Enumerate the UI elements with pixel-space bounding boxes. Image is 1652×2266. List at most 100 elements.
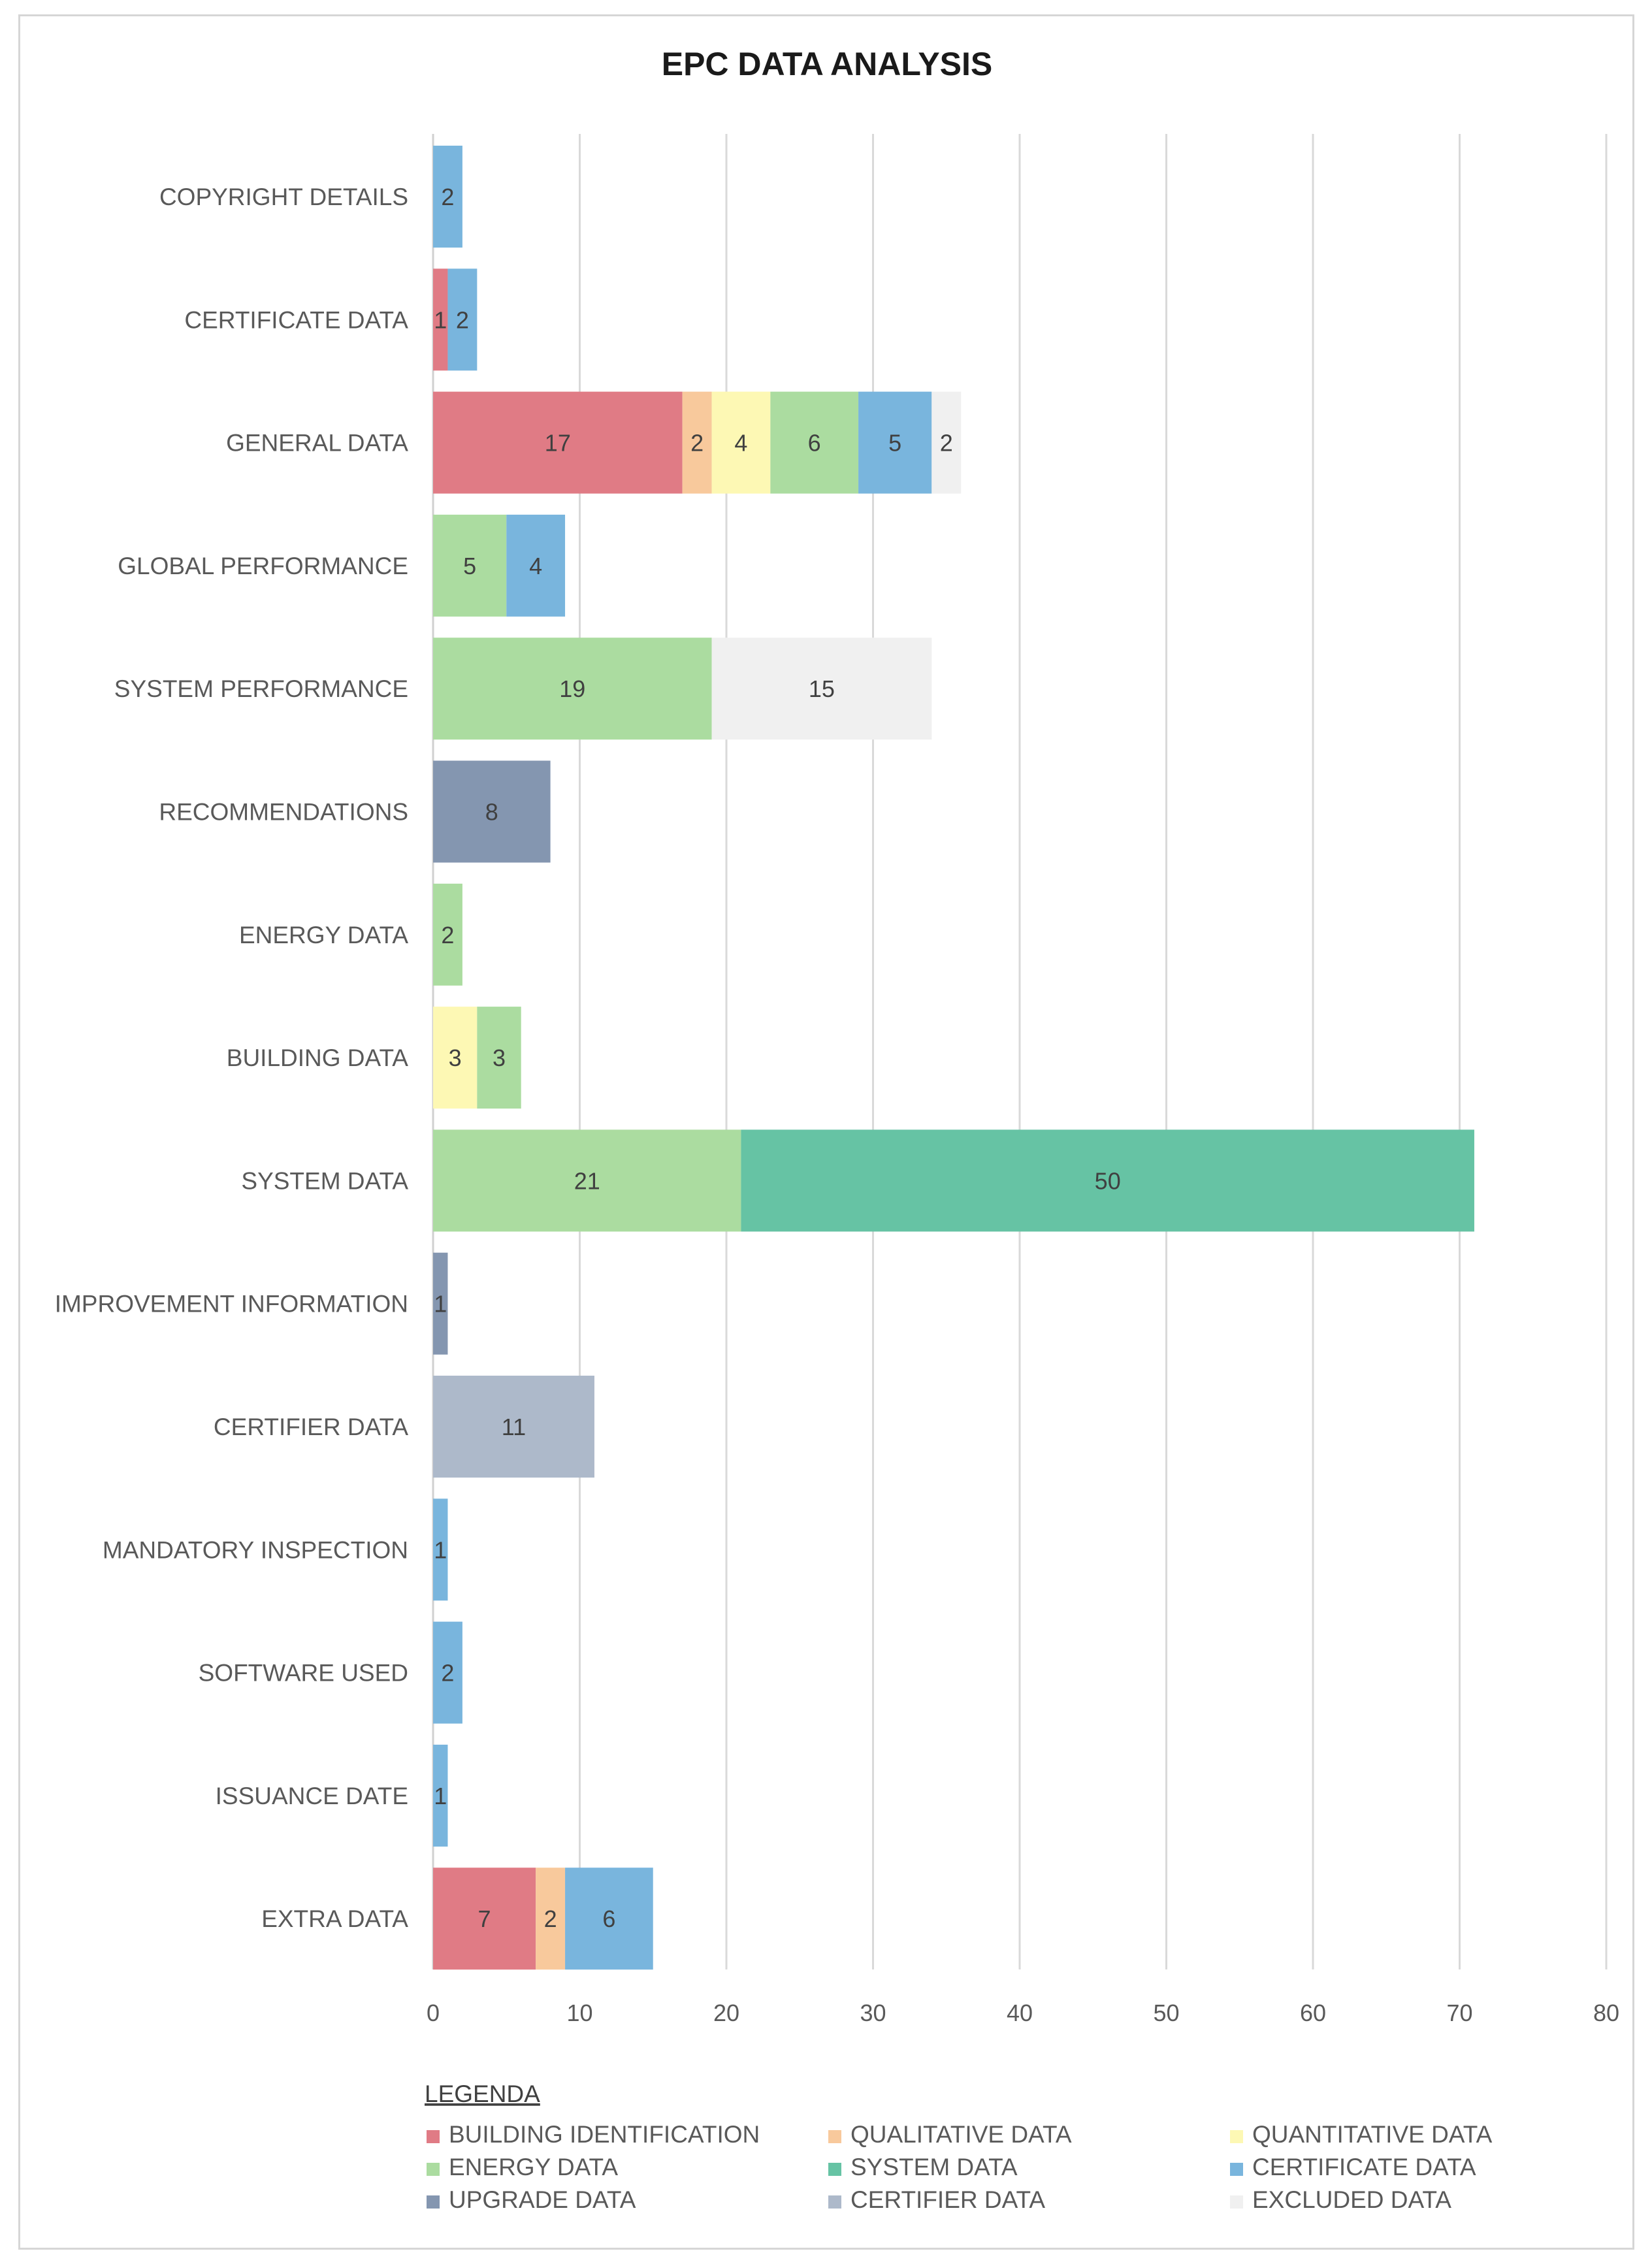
legend-swatch-excluded-data — [1230, 2195, 1243, 2209]
x-tick-label-40: 40 — [1007, 1999, 1033, 2026]
x-tick-label-10: 10 — [566, 1999, 592, 2026]
bar-energy-data-energy-data — [433, 883, 462, 986]
data-label-energy-data-energy-data: 2 — [441, 922, 454, 948]
bar-global-performance-energy-data — [433, 514, 507, 617]
category-label-copyright-details: COPYRIGHT DETAILS — [159, 184, 408, 210]
data-label-improvement-information-upgrade-data: 1 — [434, 1291, 447, 1318]
data-label-general-data-quantitative-data: 4 — [734, 430, 747, 457]
legend-swatch-qualitative-data — [828, 2130, 841, 2143]
bar-global-performance-certificate-data — [506, 514, 566, 617]
category-label-issuance-date: ISSUANCE DATE — [216, 1783, 408, 1809]
x-tick-label-30: 30 — [860, 1999, 886, 2026]
data-label-general-data-building-identification: 17 — [545, 430, 571, 457]
bar-extra-data-certificate-data — [565, 1868, 653, 1970]
bar-building-data-energy-data — [477, 1007, 521, 1109]
legend-swatch-system-data — [828, 2163, 841, 2176]
bar-system-performance-excluded-data — [711, 638, 932, 740]
bar-general-data-energy-data — [770, 391, 859, 494]
data-label-certificate-data-building-identification: 1 — [434, 306, 447, 333]
category-label-improvement-information: IMPROVEMENT INFORMATION — [55, 1291, 408, 1318]
legend-label-building-identification: BUILDING IDENTIFICATION — [449, 2121, 760, 2148]
bar-general-data-building-identification — [433, 391, 683, 494]
legend-swatch-certificate-data — [1230, 2163, 1243, 2176]
data-label-software-used-certificate-data: 2 — [441, 1660, 454, 1687]
bar-extra-data-qualitative-data — [536, 1868, 566, 1970]
category-label-general-data: GENERAL DATA — [226, 430, 408, 457]
bar-certificate-data-certificate-data — [447, 268, 478, 371]
bar-building-data-quantitative-data — [433, 1007, 478, 1109]
legend: LEGENDA BUILDING IDENTIFICATION QUALITATI… — [425, 2080, 1493, 2213]
bar-recommendations-upgrade-data — [433, 760, 551, 863]
category-labels: COPYRIGHT DETAILS CERTIFICATE DATA GENERAL… — [55, 184, 409, 1932]
bar-general-data-qualitative-data — [682, 391, 712, 494]
x-tick-label-80: 80 — [1593, 1999, 1619, 2026]
x-tick-label-0: 0 — [427, 1999, 440, 2026]
data-label-system-performance-energy-data: 19 — [559, 675, 585, 702]
bar-general-data-quantitative-data — [711, 391, 771, 494]
chart-title: EPC DATA ANALYSIS — [662, 46, 993, 82]
category-label-certifier-data: CERTIFIER DATA — [214, 1414, 408, 1440]
bar-certifier-data-certifier-data — [433, 1376, 594, 1478]
data-label-global-performance-energy-data: 5 — [463, 553, 476, 579]
x-tick-label-60: 60 — [1300, 1999, 1326, 2026]
category-label-system-data: SYSTEM DATA — [241, 1167, 408, 1194]
data-label-copyright-details-certificate-data: 2 — [441, 184, 454, 210]
legend-title: LEGENDA — [425, 2080, 540, 2107]
bar-system-data-system-data — [741, 1129, 1474, 1232]
category-label-global-performance: GLOBAL PERFORMANCE — [118, 553, 408, 579]
data-label-certifier-data-certifier-data: 11 — [502, 1414, 526, 1440]
legend-swatch-certifier-data — [828, 2195, 841, 2209]
legend-label-qualitative-data: QUALITATIVE DATA — [850, 2121, 1072, 2148]
data-label-general-data-qualitative-data: 2 — [690, 430, 704, 457]
bar-certificate-data-building-identification — [433, 268, 448, 371]
bar-system-data-energy-data — [433, 1129, 741, 1232]
category-label-mandatory-inspection: MANDATORY INSPECTION — [103, 1536, 408, 1563]
data-label-extra-data-certificate-data: 6 — [602, 1905, 615, 1932]
legend-swatch-upgrade-data — [427, 2195, 440, 2209]
category-label-building-data: BUILDING DATA — [227, 1044, 409, 1071]
bar-improvement-information-upgrade-data — [433, 1252, 448, 1355]
category-label-certificate-data: CERTIFICATE DATA — [184, 306, 408, 333]
legend-label-system-data: SYSTEM DATA — [850, 2154, 1018, 2180]
data-label-general-data-certificate-data: 5 — [888, 430, 901, 457]
bar-copyright-details-certificate-data — [433, 146, 462, 248]
category-label-extra-data: EXTRA DATA — [261, 1905, 408, 1932]
legend-swatch-building-identification — [427, 2130, 440, 2143]
category-label-system-performance: SYSTEM PERFORMANCE — [114, 675, 408, 702]
bars — [433, 146, 1474, 1970]
bar-software-used-certificate-data — [433, 1621, 462, 1724]
data-label-system-data-system-data: 50 — [1095, 1167, 1121, 1194]
x-tick-label-50: 50 — [1153, 1999, 1179, 2026]
data-label-system-performance-excluded-data: 15 — [809, 675, 835, 702]
data-label-building-data-energy-data: 3 — [493, 1044, 506, 1071]
data-label-mandatory-inspection-certificate-data: 1 — [434, 1536, 447, 1563]
data-label-general-data-excluded-data: 2 — [940, 430, 953, 457]
legend-label-upgrade-data: UPGRADE DATA — [449, 2186, 636, 2213]
data-label-building-data-quantitative-data: 3 — [449, 1044, 462, 1071]
data-label-issuance-date-certificate-data: 1 — [434, 1783, 447, 1809]
category-label-energy-data: ENERGY DATA — [239, 922, 408, 948]
data-label-extra-data-building-identification: 7 — [478, 1905, 491, 1932]
legend-label-certificate-data: CERTIFICATE DATA — [1252, 2154, 1476, 2180]
legend-swatch-quantitative-data — [1230, 2130, 1243, 2143]
data-label-global-performance-certificate-data: 4 — [529, 553, 542, 579]
legend-label-energy-data: ENERGY DATA — [449, 2154, 618, 2180]
data-label-general-data-energy-data: 6 — [808, 430, 821, 457]
bar-general-data-excluded-data — [931, 391, 962, 494]
data-label-recommendations-upgrade-data: 8 — [485, 799, 498, 826]
data-label-extra-data-qualitative-data: 2 — [544, 1905, 557, 1932]
legend-swatch-energy-data — [427, 2163, 440, 2176]
bar-extra-data-building-identification — [433, 1868, 536, 1970]
data-label-system-data-energy-data: 21 — [574, 1167, 600, 1194]
legend-label-excluded-data: EXCLUDED DATA — [1252, 2186, 1451, 2213]
category-label-software-used: SOFTWARE USED — [199, 1660, 408, 1687]
bar-mandatory-inspection-certificate-data — [433, 1498, 448, 1601]
legend-label-quantitative-data: QUANTITATIVE DATA — [1252, 2121, 1493, 2148]
data-label-certificate-data-certificate-data: 2 — [456, 306, 469, 333]
bar-issuance-date-certificate-data — [433, 1744, 448, 1847]
bar-system-performance-energy-data — [433, 638, 712, 740]
bar-general-data-certificate-data — [858, 391, 932, 494]
legend-label-certifier-data: CERTIFIER DATA — [850, 2186, 1045, 2213]
